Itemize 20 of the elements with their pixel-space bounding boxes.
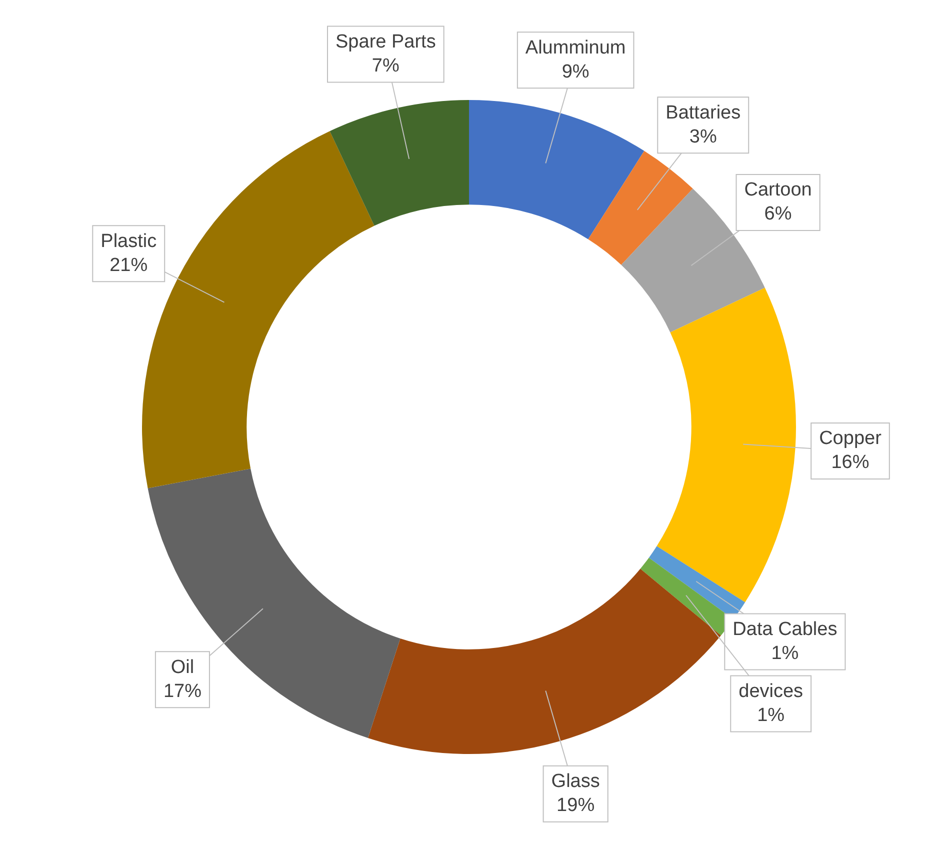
data-label: 3% [689,126,717,148]
slice-label: devices [738,680,804,702]
slice-label: Alumminum [525,37,626,58]
data-label: 19% [556,795,595,816]
slice-label: Plastic [100,230,157,252]
slice-label: Cartoon [744,180,812,201]
slice-label: Glass [551,771,600,792]
slice-label: Spare Parts [336,31,436,52]
data-label: 7% [372,55,400,76]
data-label: 16% [831,452,870,474]
data-label: 17% [163,680,202,702]
slice-label: Battaries [666,102,741,124]
slice-label: Oil [170,656,194,678]
slice-label: Copper [819,428,882,450]
data-label: 1% [757,704,785,726]
data-label: 6% [764,204,792,225]
data-label: 21% [110,254,148,276]
slice-label: Data Cables [732,618,838,640]
data-label: 1% [771,642,799,664]
data-label: 9% [562,61,590,82]
